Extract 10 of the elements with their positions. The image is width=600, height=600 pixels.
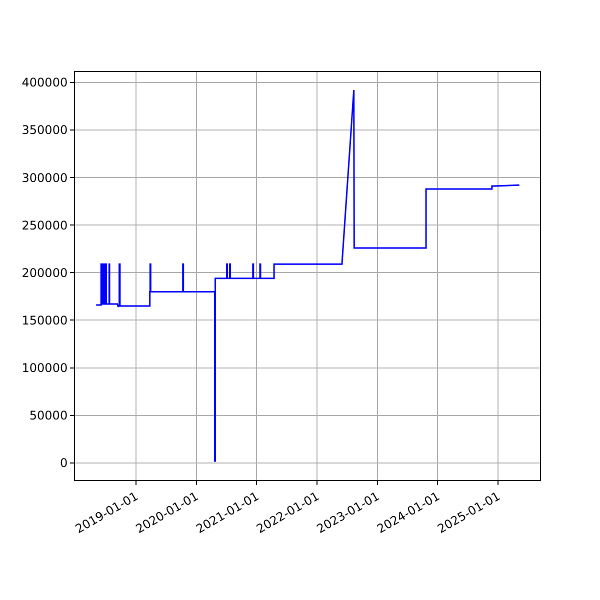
y-tick-label: 0 <box>60 456 68 470</box>
y-tick-label: 350000 <box>22 123 68 138</box>
line-series <box>95 89 520 462</box>
y-tick-label: 50000 <box>29 408 68 423</box>
y-tick-label: 100000 <box>22 360 68 375</box>
y-tick-label: 200000 <box>22 266 68 280</box>
y-tick-label: 250000 <box>22 218 68 232</box>
y-tick-label: 150000 <box>22 313 68 328</box>
y-tick-label: 400000 <box>22 76 68 90</box>
y-tick-label: 300000 <box>22 170 68 185</box>
